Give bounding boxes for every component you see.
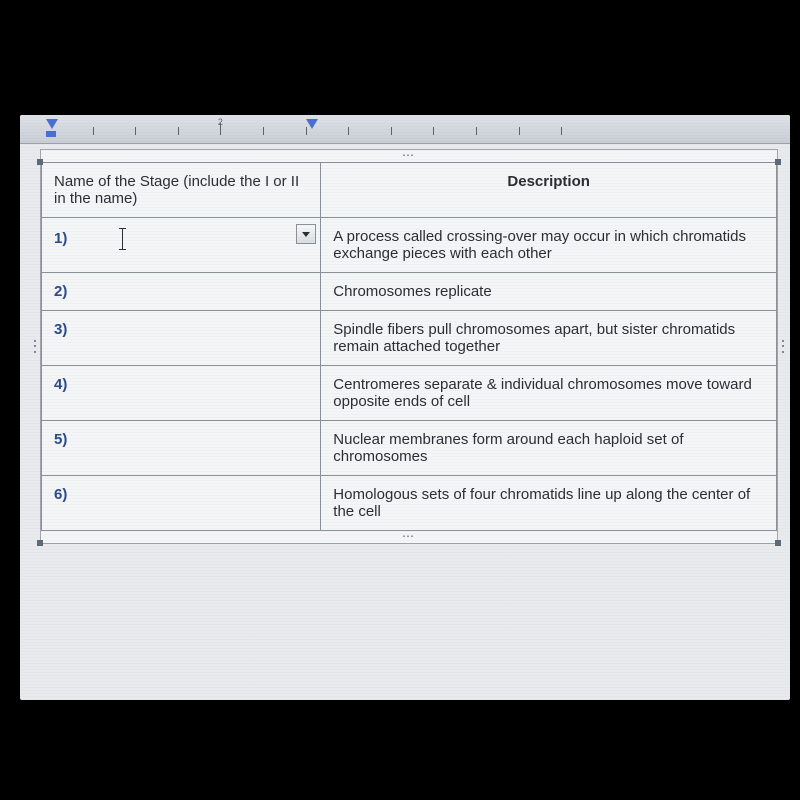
table-row: 3) Spindle fibers pull chromosomes apart… <box>42 311 777 366</box>
table-container: ⋯ Name of the Stage (include the I or II… <box>41 150 777 543</box>
chevron-down-icon <box>302 232 310 237</box>
document-editor-viewport: 2 ⋯ Name of the Stage (include the I or … <box>20 115 790 700</box>
description-cell[interactable]: Nuclear membranes form around each haplo… <box>321 421 777 476</box>
description-cell[interactable]: Spindle fibers pull chromosomes apart, b… <box>321 311 777 366</box>
row-number: 3) <box>54 321 67 338</box>
table-row: 4) Centromeres separate & individual chr… <box>42 366 777 421</box>
table-side-handle-right[interactable] <box>779 339 787 355</box>
table-row: 2) Chromosomes replicate <box>42 273 777 311</box>
document-page[interactable]: ⋯ Name of the Stage (include the I or II… <box>40 149 778 544</box>
meiosis-stages-table: Name of the Stage (include the I or II i… <box>41 162 777 531</box>
stage-name-cell[interactable]: 6) <box>42 476 321 531</box>
dropdown-button[interactable] <box>296 224 316 244</box>
table-corner-handle[interactable] <box>37 159 43 165</box>
photo-black-bar-top <box>0 0 800 115</box>
description-cell[interactable]: Chromosomes replicate <box>321 273 777 311</box>
indent-marker-icon[interactable] <box>46 131 56 137</box>
table-drag-handle-top[interactable]: ⋯ <box>41 150 777 162</box>
horizontal-ruler[interactable]: 2 <box>20 115 790 144</box>
table-corner-handle[interactable] <box>775 540 781 546</box>
column-marker-icon[interactable] <box>306 119 318 129</box>
table-corner-handle[interactable] <box>37 540 43 546</box>
row-number: 2) <box>54 283 67 300</box>
table-drag-handle-bottom[interactable]: ⋯ <box>41 531 777 543</box>
ruler-label: 2 <box>218 117 223 127</box>
table-header-row: Name of the Stage (include the I or II i… <box>42 163 777 218</box>
row-number: 6) <box>54 486 67 503</box>
row-number: 5) <box>54 431 67 448</box>
stage-name-cell[interactable]: 4) <box>42 366 321 421</box>
header-desc-col[interactable]: Description <box>321 163 777 218</box>
row-number: 1) <box>54 230 67 247</box>
stage-name-cell[interactable]: 3) <box>42 311 321 366</box>
header-name-col[interactable]: Name of the Stage (include the I or II i… <box>42 163 321 218</box>
row-number: 4) <box>54 376 67 393</box>
table-row: 5) Nuclear membranes form around each ha… <box>42 421 777 476</box>
photo-black-bar-bottom <box>0 700 800 800</box>
table-corner-handle[interactable] <box>775 159 781 165</box>
table-row: 1) A process called crossing-over may oc… <box>42 218 777 273</box>
text-cursor-icon <box>122 228 123 250</box>
description-cell[interactable]: Homologous sets of four chromatids line … <box>321 476 777 531</box>
tab-stop-left-icon[interactable] <box>46 119 58 129</box>
stage-name-cell[interactable]: 5) <box>42 421 321 476</box>
description-cell[interactable]: A process called crossing-over may occur… <box>321 218 777 273</box>
table-row: 6) Homologous sets of four chromatids li… <box>42 476 777 531</box>
stage-name-cell[interactable]: 2) <box>42 273 321 311</box>
stage-name-cell[interactable]: 1) <box>42 218 321 273</box>
table-side-handle-left[interactable] <box>31 339 39 355</box>
description-cell[interactable]: Centromeres separate & individual chromo… <box>321 366 777 421</box>
